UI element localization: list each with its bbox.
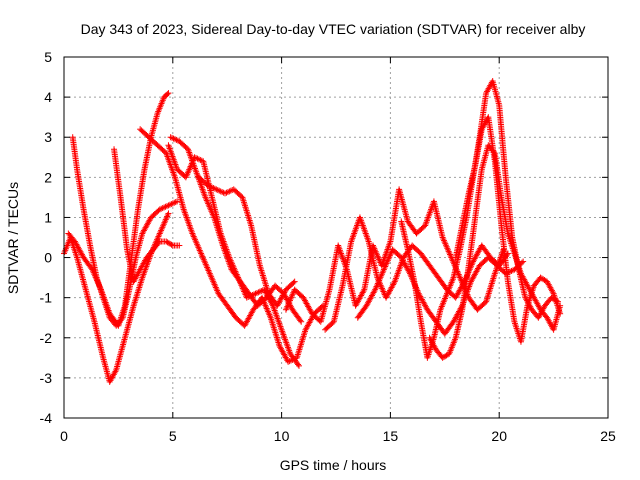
- data-point: [162, 203, 169, 210]
- y-tick-label: 0: [44, 250, 52, 266]
- data-point: [256, 288, 263, 295]
- data-point: [166, 201, 173, 208]
- y-tick-label: -1: [40, 290, 53, 306]
- data-point: [176, 242, 183, 249]
- y-tick-label: -3: [40, 370, 53, 386]
- grid-lines: [64, 57, 608, 418]
- data-points: [61, 78, 564, 385]
- data-point: [159, 205, 166, 212]
- data-point: [161, 204, 168, 211]
- x-tick-label: 15: [383, 428, 399, 444]
- x-tick-label: 25: [600, 428, 616, 444]
- data-point: [194, 155, 201, 162]
- x-tick-label: 10: [274, 428, 290, 444]
- chart-title: Day 343 of 2023, Sidereal Day-to-day VTE…: [81, 21, 586, 37]
- data-point: [252, 290, 259, 297]
- y-tick-label: 5: [44, 49, 52, 65]
- data-point: [164, 91, 171, 98]
- data-point: [253, 289, 260, 296]
- x-axis-label: GPS time / hours: [280, 457, 387, 473]
- y-tick-label: 4: [44, 89, 52, 105]
- y-tick-label: 2: [44, 169, 52, 185]
- y-tick-label: 3: [44, 129, 52, 145]
- data-point: [286, 358, 293, 365]
- data-point: [165, 202, 172, 209]
- data-point: [195, 156, 202, 163]
- data-point: [251, 291, 258, 298]
- data-point: [168, 241, 175, 248]
- data-point: [168, 201, 175, 208]
- data-point: [155, 239, 162, 246]
- data-point: [163, 203, 170, 210]
- data-point: [158, 205, 165, 212]
- y-tick-label: -4: [40, 410, 53, 426]
- data-point: [172, 199, 179, 206]
- data-point: [118, 316, 125, 323]
- data-point: [156, 206, 163, 213]
- x-tick-label: 0: [60, 428, 68, 444]
- data-point: [171, 199, 178, 206]
- data-point: [285, 358, 292, 365]
- data-point: [193, 154, 200, 161]
- y-tick-label: -2: [40, 330, 53, 346]
- data-point: [165, 90, 172, 97]
- y-axis-label: SDTVAR / TECUs: [5, 182, 21, 294]
- data-point: [169, 200, 176, 207]
- plot-frame: [63, 56, 609, 419]
- data-point: [255, 289, 262, 296]
- x-tick-label: 5: [169, 428, 177, 444]
- data-point: [197, 156, 204, 163]
- x-tick-label: 20: [491, 428, 507, 444]
- y-tick-label: 1: [44, 209, 52, 225]
- data-point: [243, 294, 250, 301]
- data-point: [165, 210, 172, 217]
